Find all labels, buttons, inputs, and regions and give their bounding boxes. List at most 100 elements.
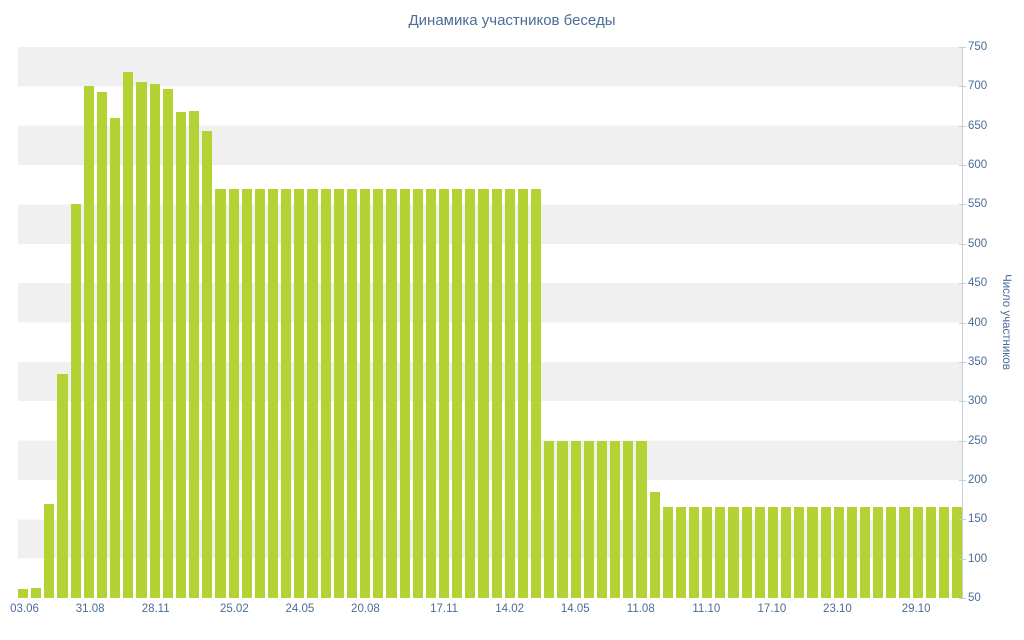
- bar: [18, 588, 29, 598]
- bar: [202, 131, 213, 598]
- bar: [820, 507, 831, 598]
- bar: [267, 188, 279, 598]
- bar: [767, 507, 779, 598]
- bar: [938, 507, 950, 598]
- x-axis-tick-label: 17.10: [757, 603, 787, 615]
- bar: [794, 507, 805, 598]
- x-axis-tick-label: 11.10: [692, 603, 721, 615]
- bar: [241, 188, 252, 598]
- bar: [781, 507, 792, 598]
- bar: [925, 507, 936, 598]
- bar: [136, 82, 147, 598]
- bar: [57, 373, 68, 598]
- bar: [110, 117, 121, 598]
- bar: [228, 188, 239, 598]
- bar: [386, 188, 397, 598]
- bar: [399, 188, 410, 598]
- y-axis-tick-label: 100: [968, 552, 988, 565]
- bar: [544, 440, 555, 598]
- x-axis-tick-label: 14.05: [560, 603, 590, 615]
- bar: [531, 188, 542, 598]
- bar: [728, 507, 739, 598]
- bar: [215, 188, 226, 598]
- bar: [189, 110, 200, 598]
- bar: [583, 440, 594, 598]
- bar: [715, 507, 726, 598]
- x-axis-tick-label: 14.02: [495, 603, 525, 615]
- bar: [149, 84, 160, 598]
- bar: [741, 507, 752, 598]
- x-axis-tick-label: 17.11: [430, 603, 459, 615]
- bar: [649, 491, 660, 598]
- y-axis-tick-label: 600: [968, 159, 988, 172]
- x-axis-tick-label: 31.08: [75, 603, 105, 615]
- bar: [623, 440, 634, 598]
- bar: [439, 188, 450, 598]
- y-axis-tick-label: 750: [968, 41, 988, 53]
- bar: [675, 507, 686, 598]
- bar: [425, 188, 436, 598]
- x-axis-tick-label: 20.08: [351, 603, 380, 615]
- bar: [412, 188, 423, 598]
- bar: [31, 587, 42, 598]
- y-axis-tick-label: 450: [968, 277, 988, 290]
- y-axis-tick-label: 50: [968, 592, 981, 604]
- bar: [465, 188, 476, 598]
- bars: [18, 47, 963, 598]
- y-axis-tick-label: 250: [968, 434, 988, 447]
- bar: [688, 507, 700, 598]
- y-axis-tick-label: 200: [968, 473, 988, 486]
- bar: [952, 507, 963, 598]
- bar: [702, 507, 713, 598]
- y-axis-tick-label: 650: [968, 119, 988, 132]
- y-axis-title: Число участников: [1000, 274, 1012, 370]
- x-axis-tick-label: 23.10: [823, 603, 852, 615]
- bar: [491, 188, 502, 598]
- chart-title: Динамика участников беседы: [408, 12, 616, 29]
- bar: [281, 188, 292, 598]
- x-axis-tick-label: 03.06: [10, 603, 39, 615]
- y-axis-tick-label: 500: [968, 237, 988, 250]
- bar: [610, 440, 621, 598]
- bar: [557, 440, 568, 598]
- bar: [175, 111, 187, 598]
- bar: [886, 507, 897, 598]
- bar: [373, 188, 384, 598]
- bar: [254, 188, 265, 598]
- bar: [294, 188, 305, 598]
- x-axis-tick-label: 24.05: [285, 603, 315, 615]
- y-axis-tick-label: 700: [968, 80, 988, 93]
- y-axis-tick-label: 550: [968, 198, 988, 211]
- bar: [44, 503, 55, 598]
- x-axis-tick-label: 29.10: [901, 603, 931, 615]
- bar: [360, 188, 371, 598]
- bar: [873, 507, 884, 598]
- bar: [452, 188, 463, 598]
- y-axis-tick-label: 350: [968, 355, 988, 368]
- bar: [123, 72, 134, 598]
- bar: [333, 188, 344, 598]
- bar: [504, 188, 515, 598]
- bar: [846, 507, 857, 598]
- bar: [478, 188, 489, 598]
- bar: [570, 440, 581, 598]
- bar: [899, 507, 910, 598]
- bar: [346, 188, 358, 598]
- y-axis-tick-label: 400: [968, 316, 988, 329]
- bar: [517, 188, 529, 598]
- bar: [636, 440, 647, 598]
- bar: [662, 507, 673, 598]
- x-axis-tick-label: 28.11: [141, 603, 170, 615]
- bar: [596, 440, 608, 598]
- y-axis-tick-label: 150: [968, 513, 988, 526]
- plot-area: [18, 47, 963, 598]
- bar: [70, 204, 81, 598]
- bar: [307, 188, 318, 598]
- bar: [754, 507, 765, 598]
- bar: [912, 507, 923, 598]
- bar: [96, 91, 108, 598]
- y-axis-tick-label: 300: [968, 395, 988, 408]
- bar: [860, 507, 871, 598]
- bar: [807, 507, 818, 598]
- bar: [833, 507, 844, 598]
